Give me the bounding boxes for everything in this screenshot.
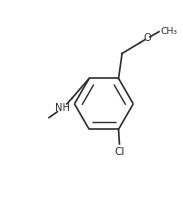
Text: Cl: Cl bbox=[114, 147, 125, 157]
Text: CH₃: CH₃ bbox=[161, 27, 178, 36]
Text: O: O bbox=[143, 33, 151, 43]
Text: NH: NH bbox=[55, 103, 70, 113]
